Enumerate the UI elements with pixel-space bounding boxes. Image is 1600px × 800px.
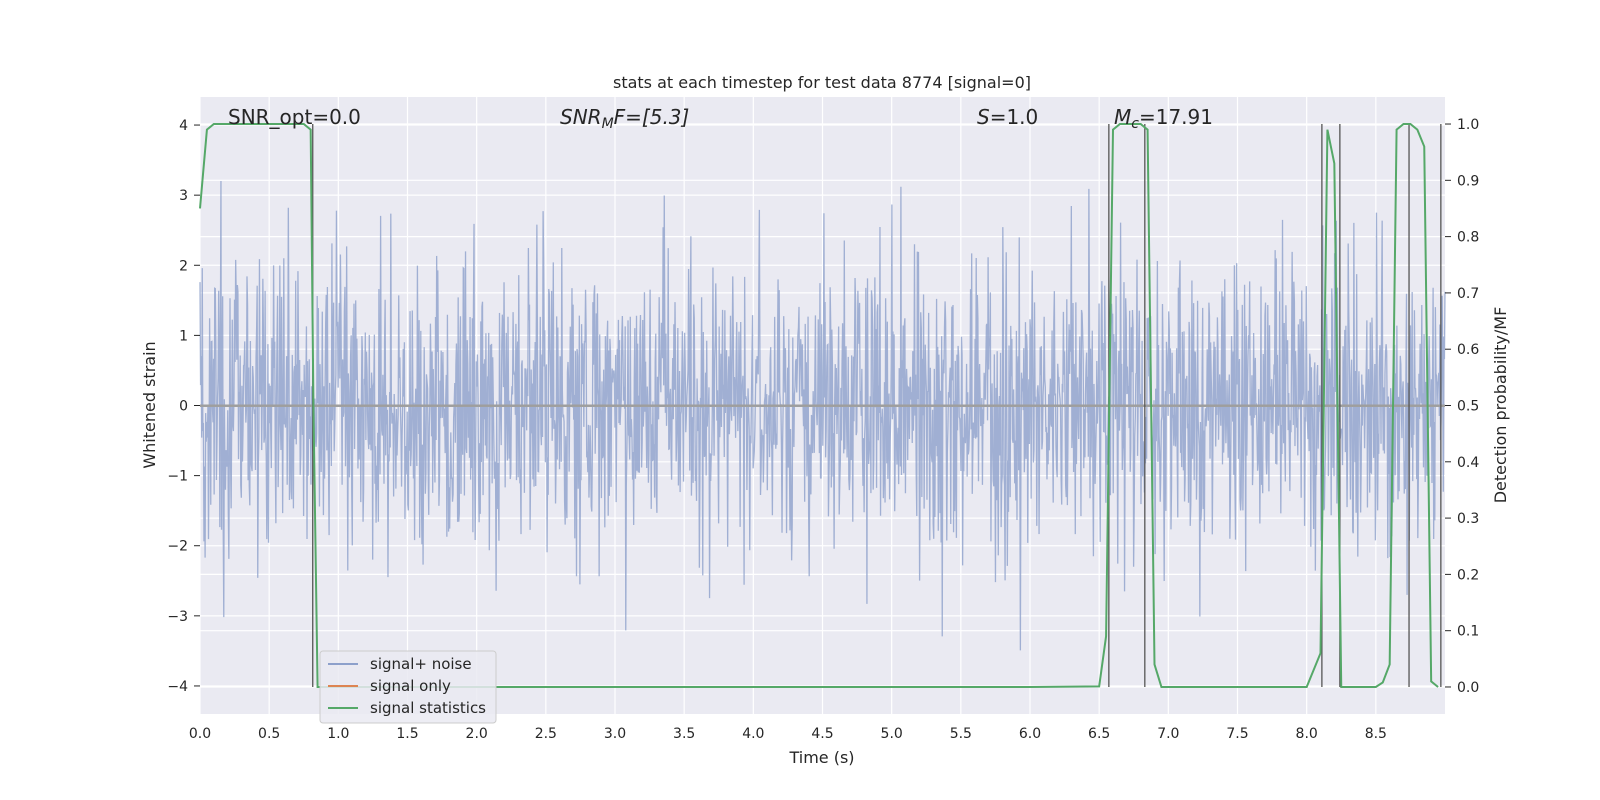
x-tick-label-10: 5.0: [881, 726, 903, 742]
y2-tick-labels: 1.0 0.9 0.8 0.7 0.6 0.5 0.4 0.3 0.2 0.1 0.0: [1445, 117, 1479, 696]
annotation-mc-sub: c: [1131, 116, 1139, 132]
y2-tick-label-3: 0.7: [1457, 286, 1479, 302]
x-tick-label-17: 8.5: [1365, 726, 1387, 742]
annotation-s-var: S: [977, 105, 990, 129]
x-tick-label-4: 2.0: [466, 726, 488, 742]
annotation-snr-mf: SNRMF=[5.3]: [560, 105, 689, 132]
y2-tick-label-6: 0.4: [1457, 455, 1479, 471]
annotation-snr-opt: SNR_opt=0.0: [228, 105, 361, 129]
x-tick-label-9: 4.5: [811, 726, 833, 742]
x-tick-label-7: 3.5: [673, 726, 695, 742]
x-tick-label-8: 4.0: [742, 726, 764, 742]
series-signal-noise: [199, 180, 1446, 651]
x-tick-label-15: 7.5: [1226, 726, 1248, 742]
annotation-mc-tail: =17.91: [1139, 105, 1213, 129]
y-axis-title: Whitened strain: [140, 341, 159, 468]
x-tick-label-11: 5.5: [950, 726, 972, 742]
y2-tick-label-5: 0.5: [1457, 399, 1479, 415]
x-tick-label-16: 8.0: [1296, 726, 1318, 742]
y-tick-label-4: 0: [179, 399, 188, 415]
annotation-s-tail: =1.0: [990, 105, 1039, 129]
x-tick-labels: 0.0 0.5 1.0 1.5 2.0 2.5 3.0 3.5 4.0 4.5 5.0 5.5 6.0 6…: [189, 726, 1387, 742]
x-tick-label-12: 6.0: [1019, 726, 1041, 742]
y2-tick-label-10: 0.0: [1457, 680, 1479, 696]
statistics-trace: [199, 123, 1439, 688]
annotation-snr-mf-sub: M: [602, 116, 614, 132]
legend-label-signal-statistics: signal statistics: [370, 699, 486, 717]
x-axis-title: Time (s): [788, 748, 854, 767]
x-tick-label-6: 3.0: [604, 726, 626, 742]
x-tick-label-0: 0.0: [189, 726, 211, 742]
noise-trace: [199, 180, 1446, 651]
y-tick-label-7: −3: [167, 609, 188, 625]
y2-tick-label-9: 0.1: [1457, 624, 1479, 640]
legend-label-signal-noise: signal+ noise: [370, 655, 472, 673]
reference-lines: [200, 404, 1445, 407]
y-tick-label-8: −4: [167, 679, 188, 695]
y2-tick-label-2: 0.8: [1457, 230, 1479, 246]
y2-tick-label-7: 0.3: [1457, 511, 1479, 527]
y-tick-label-1: 3: [179, 188, 188, 204]
legend-label-signal-only: signal only: [370, 677, 451, 695]
legend: signal+ noise signal only signal statist…: [319, 650, 497, 724]
annotation-mc-var: M: [1114, 105, 1131, 129]
y-tick-label-6: −2: [167, 539, 188, 555]
y-tick-label-0: 4: [179, 118, 188, 134]
y-tick-label-2: 2: [179, 258, 188, 274]
annotation-s: S=1.0: [977, 105, 1038, 129]
y2-tick-label-8: 0.2: [1457, 567, 1479, 583]
x-tick-label-1: 0.5: [258, 726, 280, 742]
y2-tick-label-0: 1.0: [1457, 117, 1479, 133]
chart-title: stats at each timestep for test data 877…: [613, 73, 1031, 92]
series-signal-statistics: [199, 123, 1439, 688]
y-tick-label-5: −1: [167, 469, 188, 485]
x-tick-label-13: 6.5: [1088, 726, 1110, 742]
y2-tick-label-1: 0.9: [1457, 173, 1479, 189]
x-tick-label-3: 1.5: [396, 726, 418, 742]
y2-tick-label-4: 0.6: [1457, 342, 1479, 358]
x-tick-label-14: 7.0: [1157, 726, 1179, 742]
legend-box: [319, 650, 497, 724]
x-tick-label-5: 2.5: [535, 726, 557, 742]
y-tick-labels: 4 3 2 1 0 −1 −2 −3 −4: [167, 118, 200, 695]
y-tick-label-3: 1: [179, 328, 188, 344]
annotation-snr-mf-main: SNR: [560, 105, 602, 129]
x-tick-label-2: 1.0: [327, 726, 349, 742]
annotation-mc: Mc=17.91: [1114, 105, 1213, 132]
annotation-snr-mf-tail-var: F=[5.3]: [614, 105, 690, 129]
y2-axis-title: Detection probability/MF: [1491, 307, 1510, 504]
